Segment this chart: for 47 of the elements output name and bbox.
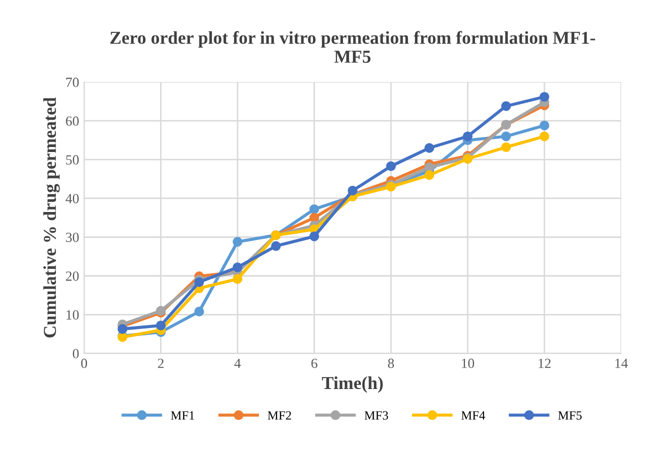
point [424,143,434,153]
x-tick-label: 6 [311,358,318,368]
point [156,320,166,330]
point [271,241,281,251]
point [501,101,511,111]
x-tick-label: 8 [388,358,394,368]
x-tick-label: 4 [234,358,241,368]
x-tick-label: 12 [538,358,551,368]
point [232,274,242,284]
x-tick-label: 14 [615,358,628,368]
y-tick-label: 0 [72,348,79,358]
x-tick-label: 2 [158,358,164,368]
x-tick-label: 0 [81,358,88,368]
legend-label: MF1 [170,411,194,420]
chart-title: Zero order plot for in vitro permeation from formulation MF1- MF5 [110,31,596,63]
point [462,131,473,142]
y-tick-label: 10 [66,310,79,320]
y-axis-title: Cumulative % drug permeated [43,97,60,338]
point [194,306,204,316]
point [194,277,204,287]
point [424,170,434,180]
point [540,131,550,142]
point [386,161,396,172]
legend-label: MF5 [558,411,582,420]
point [309,231,320,242]
point [540,120,550,130]
point [501,142,511,152]
point [501,131,511,142]
y-tick-label: 20 [66,271,79,281]
y-tick-label: 30 [66,232,79,242]
point [118,324,128,334]
point [540,92,550,102]
point [309,212,320,223]
y-tick-label: 50 [66,155,79,165]
legend-label: MF4 [461,411,486,420]
legend-label: MF2 [268,411,292,420]
legend-label: MF3 [364,411,388,420]
point [232,236,242,247]
y-tick-label: 40 [66,194,79,204]
x-axis-title: Time(h) [322,376,383,393]
point [424,162,434,172]
y-tick-label: 70 [66,78,79,88]
point [232,262,242,272]
y-tick-label: 60 [66,116,79,126]
point [309,204,320,214]
point [348,186,358,196]
x-tick-label: 10 [462,358,474,368]
